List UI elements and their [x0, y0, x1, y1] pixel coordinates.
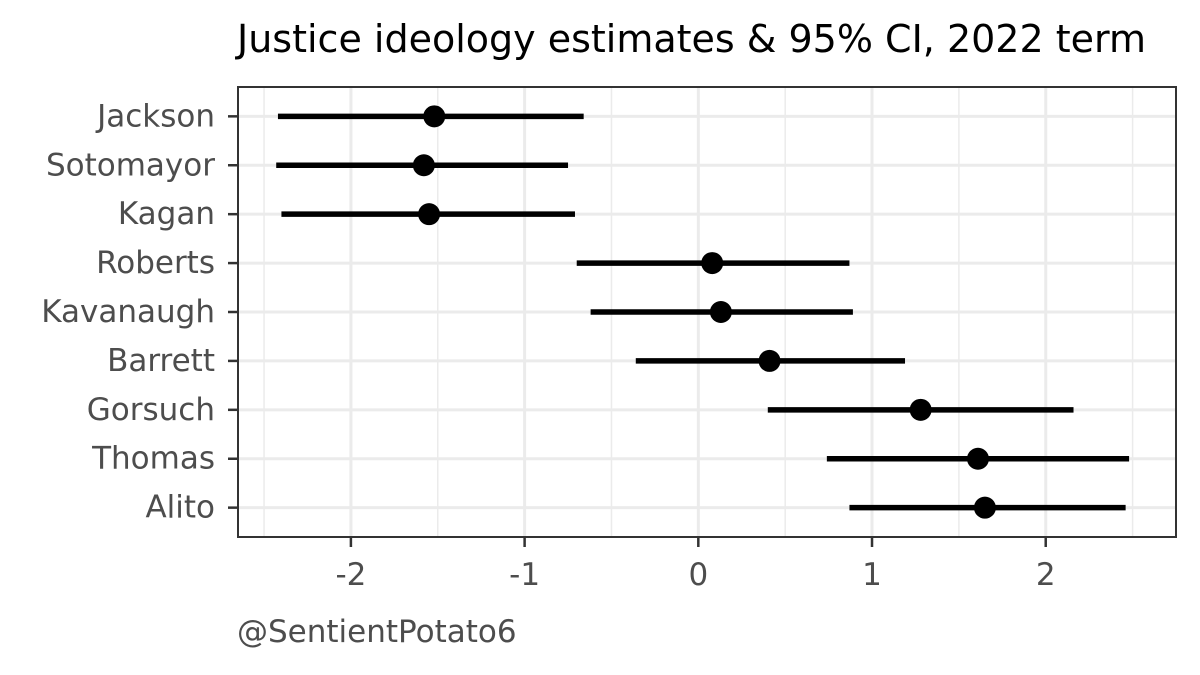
- estimate-point-roberts: [701, 252, 724, 275]
- y-tick-label: Gorsuch: [87, 392, 215, 428]
- estimate-point-barrett: [758, 349, 781, 372]
- estimate-point-thomas: [966, 447, 989, 470]
- estimate-point-alito: [973, 496, 996, 519]
- y-tick-label: Roberts: [96, 245, 215, 281]
- y-tick-label: Barrett: [107, 343, 215, 379]
- x-axis: -2 -1 0 1 2: [335, 537, 1056, 593]
- estimate-point-jackson: [423, 105, 446, 128]
- y-tick-label: Kagan: [118, 196, 215, 232]
- chart-title: Justice ideology estimates & 95% CI, 202…: [235, 17, 1146, 61]
- x-tick-label: 2: [1036, 557, 1056, 593]
- y-tick-label: Thomas: [91, 441, 215, 477]
- estimate-point-kagan: [418, 203, 441, 226]
- y-tick-label: Alito: [145, 490, 215, 526]
- x-tick-label: -2: [335, 557, 366, 593]
- y-tick-label: Kavanaugh: [41, 294, 215, 330]
- x-tick-label: -1: [509, 557, 540, 593]
- y-tick-label: Sotomayor: [46, 147, 215, 183]
- x-tick-label: 0: [688, 557, 708, 593]
- estimate-point-kavanaugh: [709, 301, 732, 323]
- estimate-points: [412, 105, 996, 519]
- y-axis: Jackson Sotomayor Kagan Roberts Kavanaugh Bar…: [41, 98, 238, 526]
- y-tick-label: Jackson: [95, 98, 215, 134]
- chart-caption: @SentientPotato6: [237, 614, 517, 650]
- estimate-point-gorsuch: [909, 398, 932, 421]
- x-tick-label: 1: [862, 557, 882, 593]
- estimate-point-sotomayor: [412, 154, 435, 177]
